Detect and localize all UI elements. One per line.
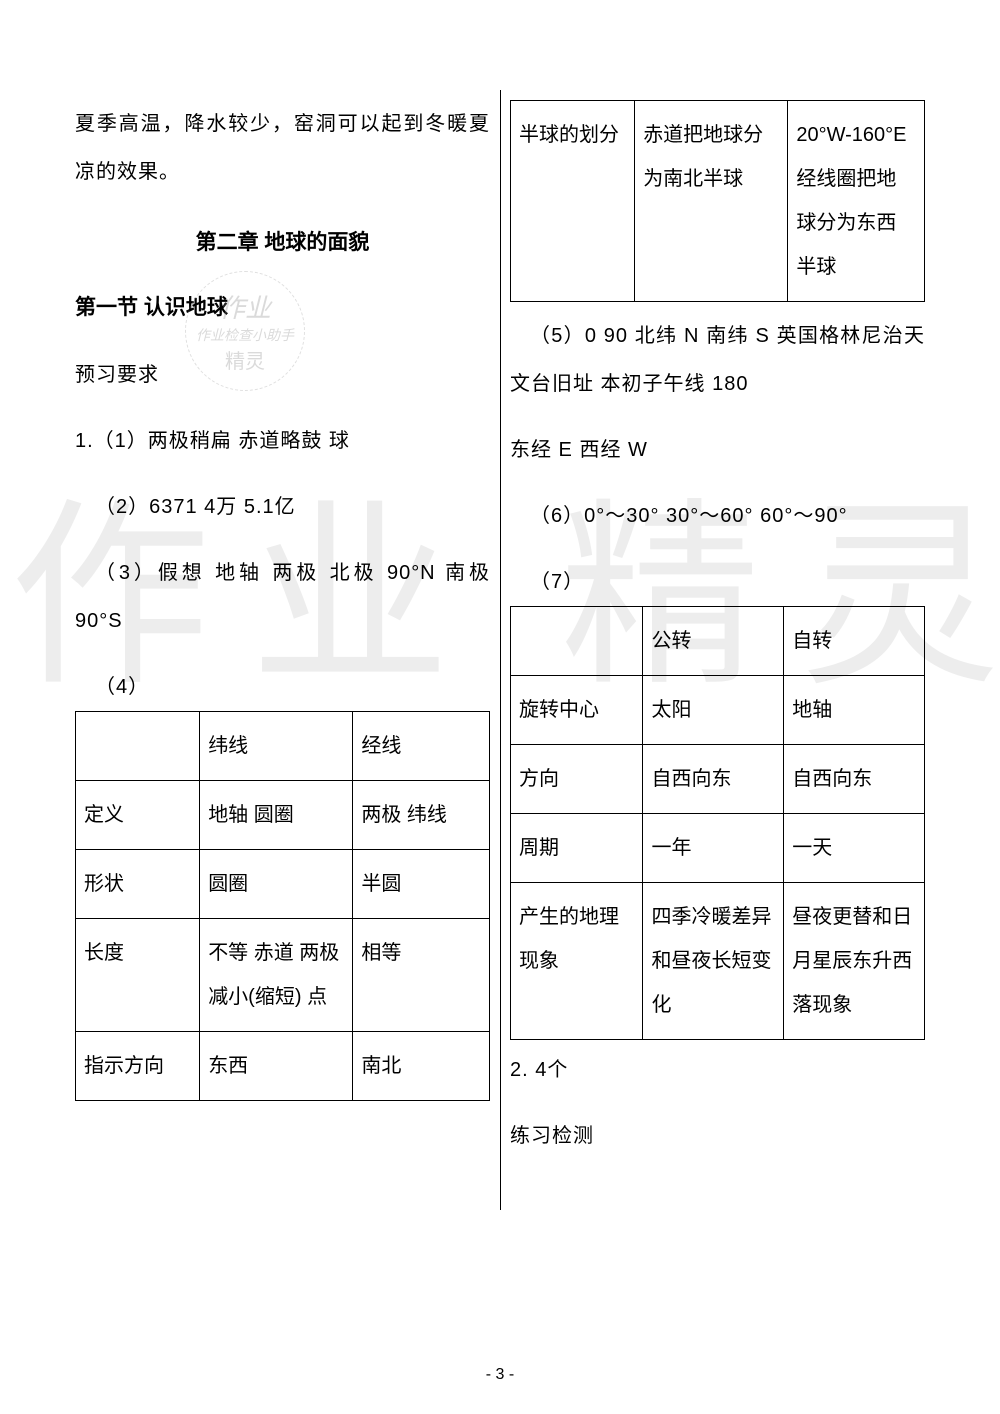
table-cell: 形状 <box>76 850 200 919</box>
table-4: 纬线 经线 定义 地轴 圆圈 两极 纬线 形状 圆圈 半圆 长度 不等 赤道 两… <box>75 711 490 1101</box>
section-title: 第一节 认识地球 <box>75 291 490 321</box>
table-cell: 地轴 <box>784 676 925 745</box>
page-number: - 3 - <box>0 1366 1000 1384</box>
line-6: （6）0°～30° 30°～60° 60°～90° <box>510 492 925 540</box>
table-cell: 公转 <box>643 607 784 676</box>
line-2: （2）6371 4万 5.1亿 <box>75 483 490 531</box>
table-cell: 东西 <box>200 1032 353 1101</box>
line-1: 1.（1）两极稍扁 赤道略鼓 球 <box>75 417 490 465</box>
table-cell: 地轴 圆圈 <box>200 781 353 850</box>
line-5: （5）0 90 北纬 N 南纬 S 英国格林尼治天文台旧址 本初子午线 180 <box>510 312 925 408</box>
table-cell: 周期 <box>511 814 643 883</box>
table-cell: 两极 纬线 <box>353 781 490 850</box>
table-cell: 经线 <box>353 712 490 781</box>
table-cell: 旋转中心 <box>511 676 643 745</box>
table-cell: 赤道把地球分为南北半球 <box>635 101 788 302</box>
table-cell: 半圆 <box>353 850 490 919</box>
table-cell: 纬线 <box>200 712 353 781</box>
table-cell: 一年 <box>643 814 784 883</box>
table-cell: 长度 <box>76 919 200 1032</box>
table-cell: 四季冷暖差异和昼夜长短变化 <box>643 883 784 1040</box>
table-cell: 方向 <box>511 745 643 814</box>
line-7: （7） <box>510 558 925 606</box>
page: 夏季高温，降水较少，窑洞可以起到冬暖夏凉的效果。 第二章 地球的面貌 第一节 认… <box>0 0 1000 1200</box>
line-5b: 东经 E 西经 W <box>510 426 925 474</box>
table-cell: 定义 <box>76 781 200 850</box>
right-column: 半球的划分 赤道把地球分为南北半球 20°W-160°E经线圈把地球分为东西半球… <box>510 100 925 1160</box>
table-cell: 不等 赤道 两极 减小(缩短) 点 <box>200 919 353 1032</box>
column-divider <box>500 90 501 1210</box>
table-7: 公转 自转 旋转中心 太阳 地轴 方向 自西向东 自西向东 周期 一年 一天 <box>510 606 925 1040</box>
table-cell <box>511 607 643 676</box>
table-cell <box>76 712 200 781</box>
left-column: 夏季高温，降水较少，窑洞可以起到冬暖夏凉的效果。 第二章 地球的面貌 第一节 认… <box>75 100 490 1160</box>
line-9: 练习检测 <box>510 1112 925 1160</box>
table-cell: 昼夜更替和日月星辰东升西落现象 <box>784 883 925 1040</box>
table-cell: 太阳 <box>643 676 784 745</box>
intro-text: 夏季高温，降水较少，窑洞可以起到冬暖夏凉的效果。 <box>75 100 490 196</box>
table-cell: 20°W-160°E经线圈把地球分为东西半球 <box>788 101 925 302</box>
preview-req: 预习要求 <box>75 351 490 399</box>
table-cell: 自西向东 <box>784 745 925 814</box>
table-cell: 一天 <box>784 814 925 883</box>
chapter-title: 第二章 地球的面貌 <box>75 226 490 256</box>
table-4b: 半球的划分 赤道把地球分为南北半球 20°W-160°E经线圈把地球分为东西半球 <box>510 100 925 302</box>
line-8: 2. 4个 <box>510 1046 925 1094</box>
table-cell: 相等 <box>353 919 490 1032</box>
stamp-text: 作业检查小助手 <box>196 325 294 345</box>
line-3: （3）假想 地轴 两极 北极 90°N 南极 90°S <box>75 549 490 645</box>
table-cell: 南北 <box>353 1032 490 1101</box>
table-cell: 自转 <box>784 607 925 676</box>
table-cell: 指示方向 <box>76 1032 200 1101</box>
table-cell: 自西向东 <box>643 745 784 814</box>
table-cell: 圆圈 <box>200 850 353 919</box>
table-cell: 产生的地理现象 <box>511 883 643 1040</box>
line-4: （4） <box>75 663 490 711</box>
table-cell: 半球的划分 <box>511 101 635 302</box>
